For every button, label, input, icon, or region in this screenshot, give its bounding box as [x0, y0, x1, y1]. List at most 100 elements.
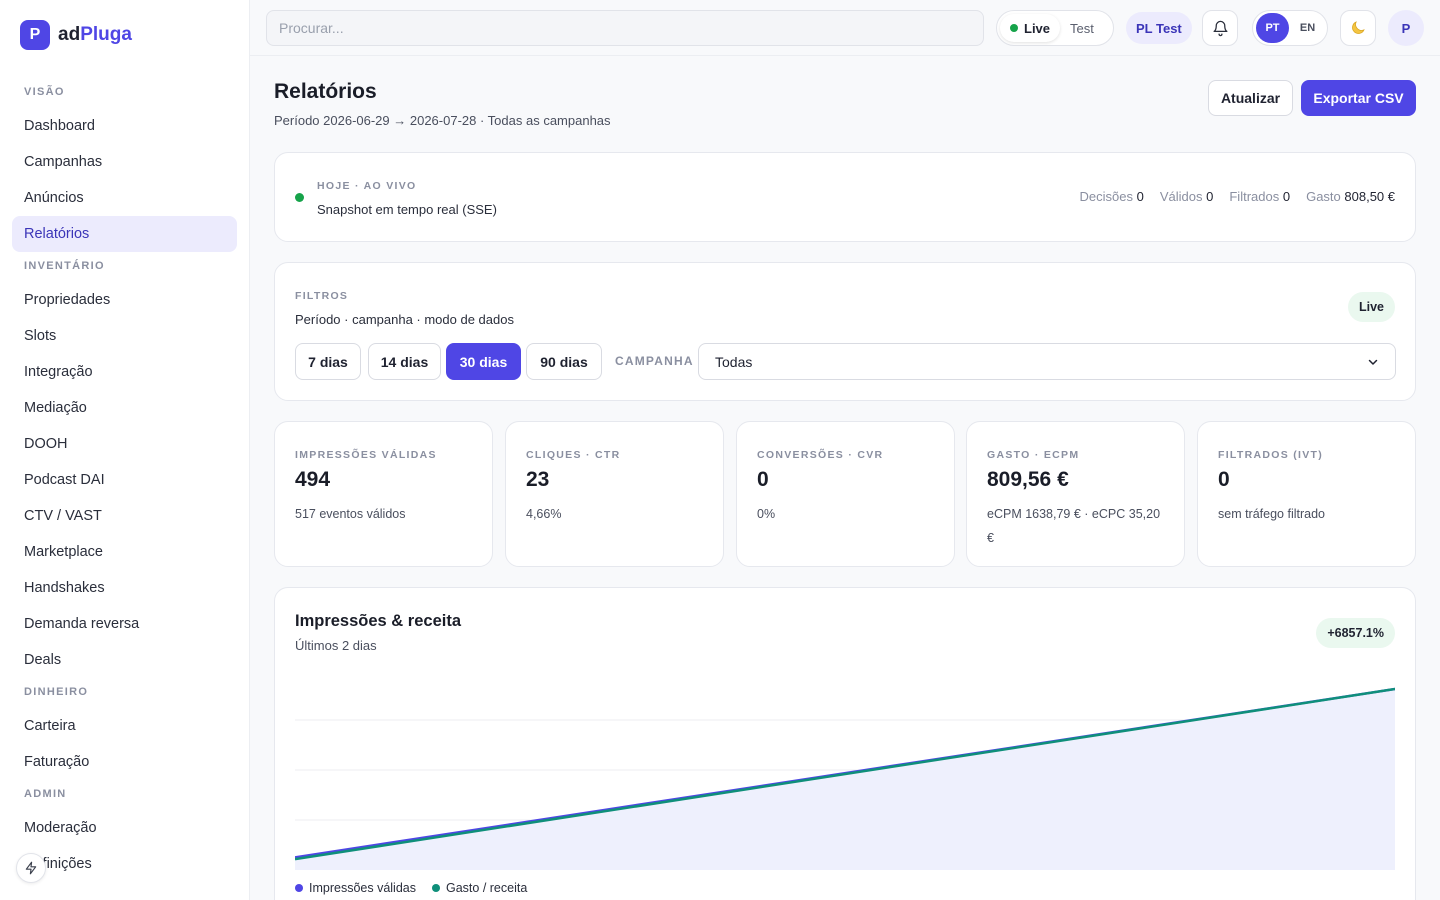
mode-test-button[interactable]: Test: [1070, 20, 1094, 36]
chart-card: Impressões & receita Últimos 2 dias +685…: [274, 587, 1416, 900]
kpi-value: 809,56 €: [987, 468, 1069, 491]
sidebar-item-ctv-vast[interactable]: CTV / VAST: [24, 508, 102, 524]
kpi-label: CONVERSÕES · CVR: [757, 449, 884, 461]
sidebar-item-relatorios[interactable]: Relatórios: [12, 216, 237, 252]
notifications-button[interactable]: [1202, 10, 1238, 46]
lang-en-button[interactable]: EN: [1299, 22, 1316, 34]
filters-description: Período · campanha · modo de dados: [295, 312, 514, 327]
kpi-sub: 4,66%: [526, 507, 562, 521]
chart-subtitle: Últimos 2 dias: [295, 638, 377, 653]
live-description: Snapshot em tempo real (SSE): [317, 202, 497, 217]
kpi-label: FILTRADOS (IVT): [1218, 449, 1324, 461]
sidebar-item-slots[interactable]: Slots: [24, 328, 57, 344]
sidebar-item-mediacao[interactable]: Mediação: [24, 400, 87, 416]
kpi-label: CLIQUES · CTR: [526, 449, 621, 461]
brand-logo: P: [20, 20, 50, 50]
lang-pt-button[interactable]: PT: [1256, 13, 1289, 43]
page-title: Relatórios: [274, 80, 377, 103]
kpi-value: 494: [295, 468, 331, 491]
sidebar-item-definicoes[interactable]: Definições: [24, 856, 92, 872]
campaign-select[interactable]: Todas: [698, 343, 1396, 380]
live-snapshot-card: HOJE · AO VIVO Snapshot em tempo real (S…: [274, 152, 1416, 242]
legend-item: Impressões válidas: [295, 881, 416, 895]
sidebar-item-handshakes[interactable]: Handshakes: [24, 580, 105, 596]
bolt-icon[interactable]: [16, 853, 46, 883]
sidebar-item-dashboard[interactable]: Dashboard: [24, 118, 95, 134]
chart-area-fill: [295, 689, 1395, 870]
range-90-days-button[interactable]: 90 dias: [526, 343, 602, 380]
kpi-sub: sem tráfego filtrado: [1218, 507, 1325, 521]
chart-legend: Impressões válidas Gasto / receita: [295, 881, 527, 895]
sidebar-item-propriedades[interactable]: Propriedades: [24, 292, 111, 308]
moon-icon: [1352, 21, 1365, 34]
live-stat: Válidos 0: [1159, 189, 1214, 204]
brand-name: adPluga: [58, 24, 132, 45]
kpi-sub: 517 eventos válidos: [295, 507, 406, 521]
campaign-selected-value: Todas: [715, 353, 753, 370]
kpi-card-filtered: FILTRADOS (IVT) 0 sem tráfego filtrado: [1197, 421, 1416, 567]
live-eyebrow: HOJE · AO VIVO: [317, 180, 417, 192]
legend-swatch: [432, 884, 440, 892]
language-switch: PT EN: [1252, 10, 1328, 46]
kpi-card-spend: GASTO · ECPM 809,56 € eCPM 1638,79 € · e…: [966, 421, 1185, 567]
live-stat: Gasto 808,50 €: [1306, 189, 1395, 204]
sidebar-item-integracao[interactable]: Integração: [24, 364, 93, 380]
kpi-value: 0: [1218, 468, 1230, 491]
live-stat: Decisões 0: [1079, 189, 1144, 204]
sidebar: P adPluga VISÃO Dashboard Campanhas Anúncio…: [0, 0, 250, 900]
sidebar-item-carteira[interactable]: Carteira: [24, 718, 76, 734]
live-stats: Decisões 0 Válidos 0 Filtrados 0 Gasto 8…: [1080, 189, 1395, 204]
sidebar-item-campanhas[interactable]: Campanhas: [24, 154, 103, 170]
sidebar-section-visao: VISÃO: [24, 86, 65, 98]
range-7-days-button[interactable]: 7 dias: [295, 343, 361, 380]
sidebar-nav: VISÃO Dashboard Campanhas Anúncios Relatório…: [12, 78, 237, 882]
campaign-label: CAMPANHA: [615, 354, 694, 368]
sidebar-item-marketplace[interactable]: Marketplace: [24, 544, 103, 560]
live-status-dot: [1010, 24, 1018, 32]
kpi-value: 0: [757, 468, 769, 491]
range-14-days-button[interactable]: 14 dias: [368, 343, 441, 380]
kpi-value: 23: [526, 468, 550, 491]
brand[interactable]: P adPluga: [20, 20, 132, 50]
sidebar-item-dooh[interactable]: DOOH: [24, 436, 68, 452]
topbar: Live Test PL Test PT EN P: [250, 0, 1440, 56]
filters-card: FILTROS Período · campanha · modo de dad…: [274, 262, 1416, 401]
kpi-sub: 0%: [757, 507, 776, 521]
theme-toggle-button[interactable]: [1340, 10, 1376, 46]
sidebar-item-anuncios[interactable]: Anúncios: [24, 190, 84, 206]
filters-eyebrow: FILTROS: [295, 290, 349, 302]
environment-badge[interactable]: PL Test: [1126, 12, 1192, 44]
export-csv-button[interactable]: Exportar CSV: [1301, 80, 1416, 116]
legend-swatch: [295, 884, 303, 892]
mode-toggle: Live Test: [996, 10, 1114, 46]
kpi-card-impressions: IMPRESSÕES VÁLIDAS 494 517 eventos válid…: [274, 421, 493, 567]
sidebar-section-dinheiro: DINHEIRO: [24, 686, 89, 698]
chart-title: Impressões & receita: [295, 612, 462, 630]
kpi-card-conversions: CONVERSÕES · CVR 0 0%: [736, 421, 955, 567]
search-input[interactable]: [266, 10, 984, 46]
range-30-days-button[interactable]: 30 dias: [446, 343, 521, 380]
kpi-sub: eCPM 1638,79 € · eCPC 35,20 €: [987, 507, 1161, 545]
sidebar-item-moderacao[interactable]: Moderação: [24, 820, 97, 836]
kpi-label: GASTO · ECPM: [987, 449, 1080, 461]
sidebar-item-podcast-dai[interactable]: Podcast DAI: [24, 472, 105, 488]
chevron-down-icon: [1368, 359, 1378, 365]
sidebar-section-inventario: INVENTÁRIO: [24, 260, 105, 272]
page-subtitle: Período 2026-06-29 → 2026-07-28 · Todas …: [274, 113, 611, 128]
sidebar-item-faturacao[interactable]: Faturação: [24, 754, 90, 770]
refresh-button[interactable]: Atualizar: [1208, 80, 1293, 116]
chart-series-line-2: [295, 687, 1395, 861]
impressions-revenue-chart: [295, 687, 1395, 870]
sidebar-section-admin: ADMIN: [24, 788, 67, 800]
kpi-label: IMPRESSÕES VÁLIDAS: [295, 449, 437, 461]
kpi-card-clicks: CLIQUES · CTR 23 4,66%: [505, 421, 724, 567]
user-avatar[interactable]: P: [1388, 10, 1424, 46]
data-mode-badge: Live: [1347, 292, 1395, 322]
live-stat: Filtrados 0: [1229, 189, 1291, 204]
mode-live-button[interactable]: Live: [1000, 14, 1061, 42]
sidebar-item-deals[interactable]: Deals: [24, 652, 62, 668]
legend-item: Gasto / receita: [432, 881, 527, 895]
sidebar-item-demanda-reversa[interactable]: Demanda reversa: [24, 616, 140, 632]
bell-icon: [1212, 20, 1228, 36]
live-indicator-dot: [295, 193, 304, 202]
